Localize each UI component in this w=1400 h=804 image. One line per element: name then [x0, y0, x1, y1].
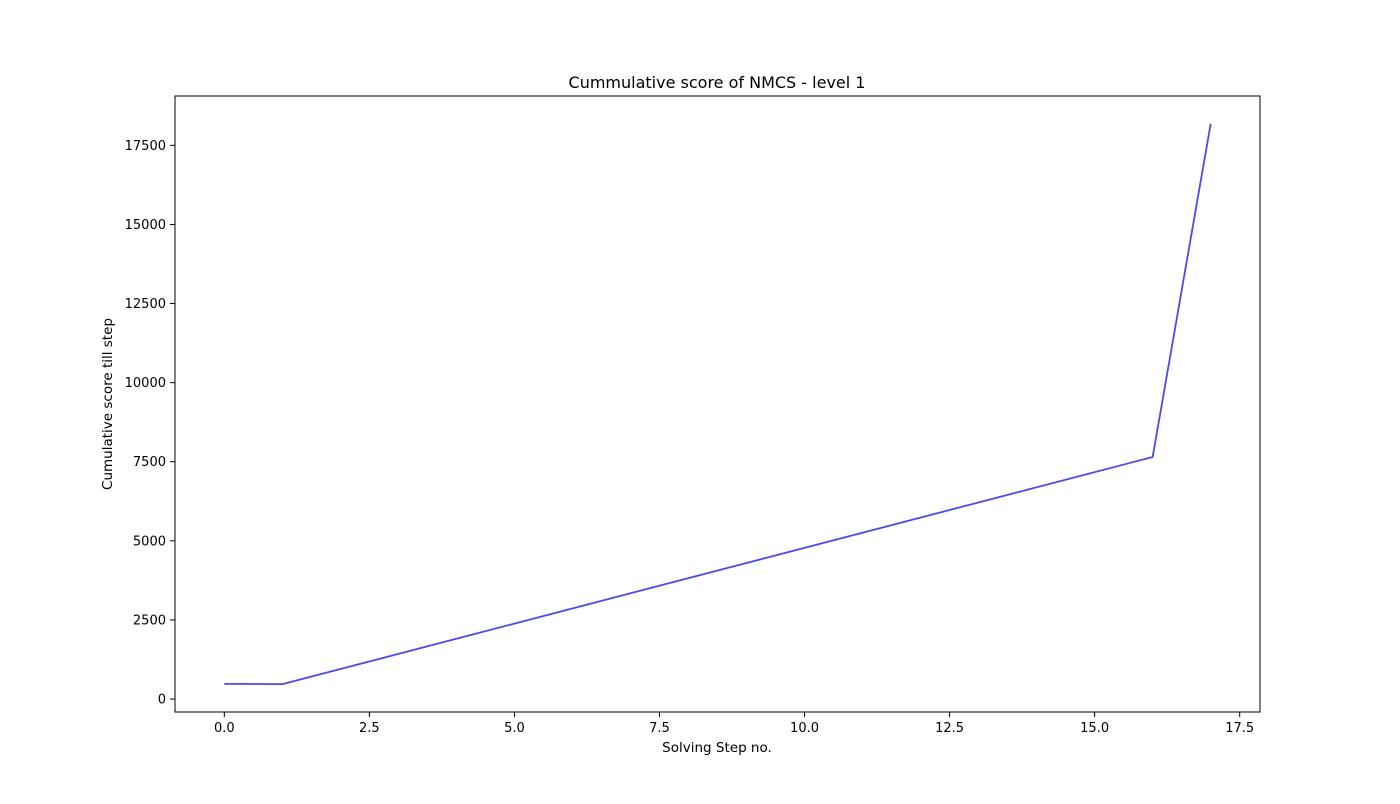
x-tick-label: 5.0 — [504, 721, 525, 736]
plot-area — [224, 123, 1212, 686]
y-tick-label: 0 — [158, 693, 166, 708]
y-tick-label: 17500 — [125, 139, 166, 154]
x-tick-label: 10.0 — [790, 721, 819, 736]
y-axis: 0 2500 5000 7500 10000 12500 15000 17500 — [125, 139, 175, 708]
x-axis: 0.0 2.5 5.0 7.5 10.0 12.5 15.0 17.5 — [214, 712, 1254, 736]
x-tick-label: 12.5 — [935, 721, 964, 736]
y-tick-label: 12500 — [125, 297, 166, 312]
y-tick-label: 2500 — [133, 613, 166, 628]
y-axis-label: Cumulative score till step — [100, 318, 116, 490]
x-tick-label: 0.0 — [214, 721, 235, 736]
x-tick-label: 2.5 — [359, 721, 380, 736]
y-tick-label: 5000 — [133, 534, 166, 549]
x-tick-label: 15.0 — [1080, 721, 1109, 736]
y-tick-label: 10000 — [125, 376, 166, 391]
y-tick-label: 7500 — [133, 455, 166, 470]
x-tick-label: 17.5 — [1225, 721, 1254, 736]
x-axis-label: Solving Step no. — [662, 740, 772, 756]
y-tick-label: 15000 — [125, 218, 166, 233]
x-tick-label: 7.5 — [649, 721, 670, 736]
plot-frame — [174, 95, 1261, 713]
chart-title: Cummulative score of NMCS - level 1 — [569, 73, 866, 92]
series-line-0 — [224, 123, 1212, 686]
